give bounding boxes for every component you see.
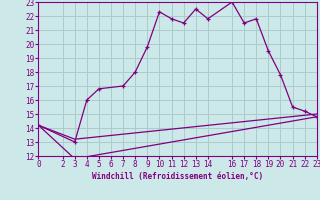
X-axis label: Windchill (Refroidissement éolien,°C): Windchill (Refroidissement éolien,°C) (92, 172, 263, 181)
